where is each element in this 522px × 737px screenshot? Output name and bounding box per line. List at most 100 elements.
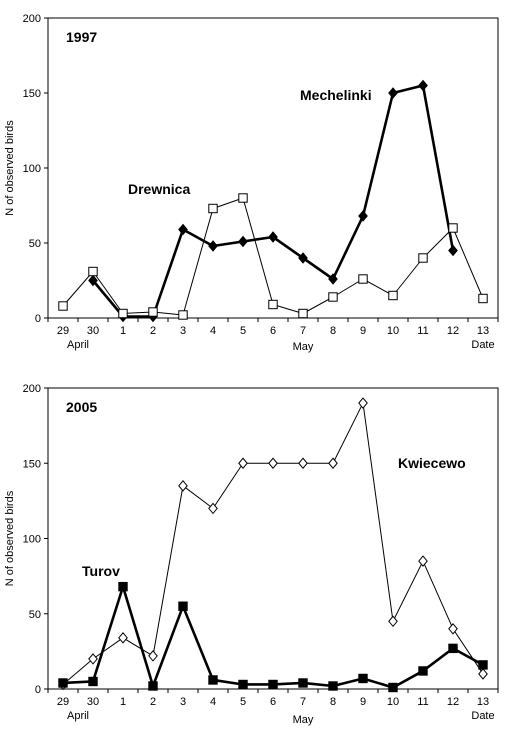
data-point-turov [448,643,458,654]
y-tick-label: 200 [23,13,41,25]
data-point-drewnica [178,310,188,320]
data-point-turov [328,681,338,691]
series-label-kwiecewo: Kwiecewo [398,455,466,471]
data-point-mechelinki [208,240,218,252]
x-tick-label: 2 [150,696,156,708]
y-tick-label: 200 [23,383,41,395]
plot-frame [47,17,499,319]
data-point-drewnica [328,292,338,302]
series-kwiecewo [58,397,488,691]
data-point-kwiecewo [178,480,188,492]
data-point-turov [58,678,68,688]
y-tick-label: 0 [35,684,41,696]
panel-title: 1997 [66,29,97,45]
data-point-drewnica [298,308,308,319]
data-point-drewnica [208,203,218,214]
plot-frame [47,387,499,690]
data-point-turov [88,676,98,687]
data-point-mechelinki [448,244,458,257]
data-point-drewnica [418,253,428,263]
month-label-april: April [67,710,89,722]
y-tick-label: 0 [35,313,41,325]
data-point-turov [118,581,128,592]
data-point-mechelinki [268,231,278,243]
data-point-turov [478,660,488,670]
x-tick-label: 10 [387,325,399,337]
month-label-april: April [67,339,89,351]
data-point-drewnica [88,266,98,277]
data-point-mechelinki [178,223,188,236]
y-axis-title: N of observed birds [4,120,16,216]
x-tick-label: 12 [447,696,459,708]
data-point-turov [268,679,278,690]
x-tick-label: 11 [417,696,428,708]
data-point-turov [148,681,158,691]
data-point-kwiecewo [418,555,428,567]
data-point-kwiecewo [388,615,398,628]
y-tick-label: 100 [23,534,41,546]
data-point-mechelinki [388,87,398,99]
month-label-may: May [293,714,314,726]
data-point-drewnica [478,293,488,304]
x-tick-label: 5 [240,696,246,708]
y-tick-label: 150 [23,88,41,100]
data-point-kwiecewo [118,632,128,644]
data-point-mechelinki [88,274,98,287]
x-tick-label: 8 [330,696,336,708]
x-tick-label: 13 [477,325,489,337]
x-tick-label: 30 [87,325,99,337]
x-tick-label: 10 [387,696,399,708]
data-point-kwiecewo [148,650,158,662]
x-tick-label: 8 [330,325,336,337]
x-axis-title: Date [471,339,494,351]
data-point-kwiecewo [448,623,458,635]
y-tick-label: 50 [29,238,41,250]
data-point-turov [358,673,368,684]
series-line-kwiecewo [62,402,484,685]
data-point-kwiecewo [478,668,488,680]
x-tick-label: 3 [180,325,186,337]
data-point-mechelinki [328,273,338,285]
y-axis-title: N of observed birds [4,490,16,586]
x-tick-label: 7 [300,696,306,708]
x-tick-label: 7 [300,325,306,337]
data-point-turov [418,666,428,676]
data-point-kwiecewo [88,653,98,665]
data-point-drewnica [358,274,368,284]
x-tick-label: 12 [447,325,459,337]
data-point-turov [178,601,188,611]
data-point-drewnica [148,307,158,317]
data-point-drewnica [448,223,458,233]
x-tick-label: 30 [87,696,99,708]
x-tick-label: 6 [270,696,276,708]
x-tick-label: 6 [270,325,276,337]
series-label-turov: Turov [82,563,120,579]
x-tick-label: 3 [180,696,186,708]
data-point-drewnica [58,301,68,311]
data-point-kwiecewo [298,457,308,470]
series-label-mechelinki: Mechelinki [300,87,372,103]
month-label-may: May [293,341,314,353]
y-tick-label: 50 [29,609,41,621]
series-mechelinki [88,79,458,323]
panel-title: 2005 [66,399,97,415]
x-tick-label: 13 [477,696,489,708]
x-axis-title: Date [471,710,494,722]
data-point-mechelinki [238,235,248,248]
data-point-kwiecewo [358,397,368,409]
y-tick-label: 100 [23,163,41,175]
y-tick-label: 150 [23,458,41,470]
data-point-drewnica [118,308,128,319]
x-tick-label: 9 [360,325,366,337]
x-tick-label: 1 [120,325,126,337]
data-point-kwiecewo [268,457,278,470]
data-point-drewnica [238,193,248,203]
x-tick-label: 9 [360,696,366,708]
x-tick-label: 29 [57,325,69,337]
x-tick-label: 5 [240,325,246,337]
data-point-kwiecewo [328,457,338,470]
data-point-kwiecewo [238,457,248,470]
x-tick-label: 11 [417,325,428,337]
